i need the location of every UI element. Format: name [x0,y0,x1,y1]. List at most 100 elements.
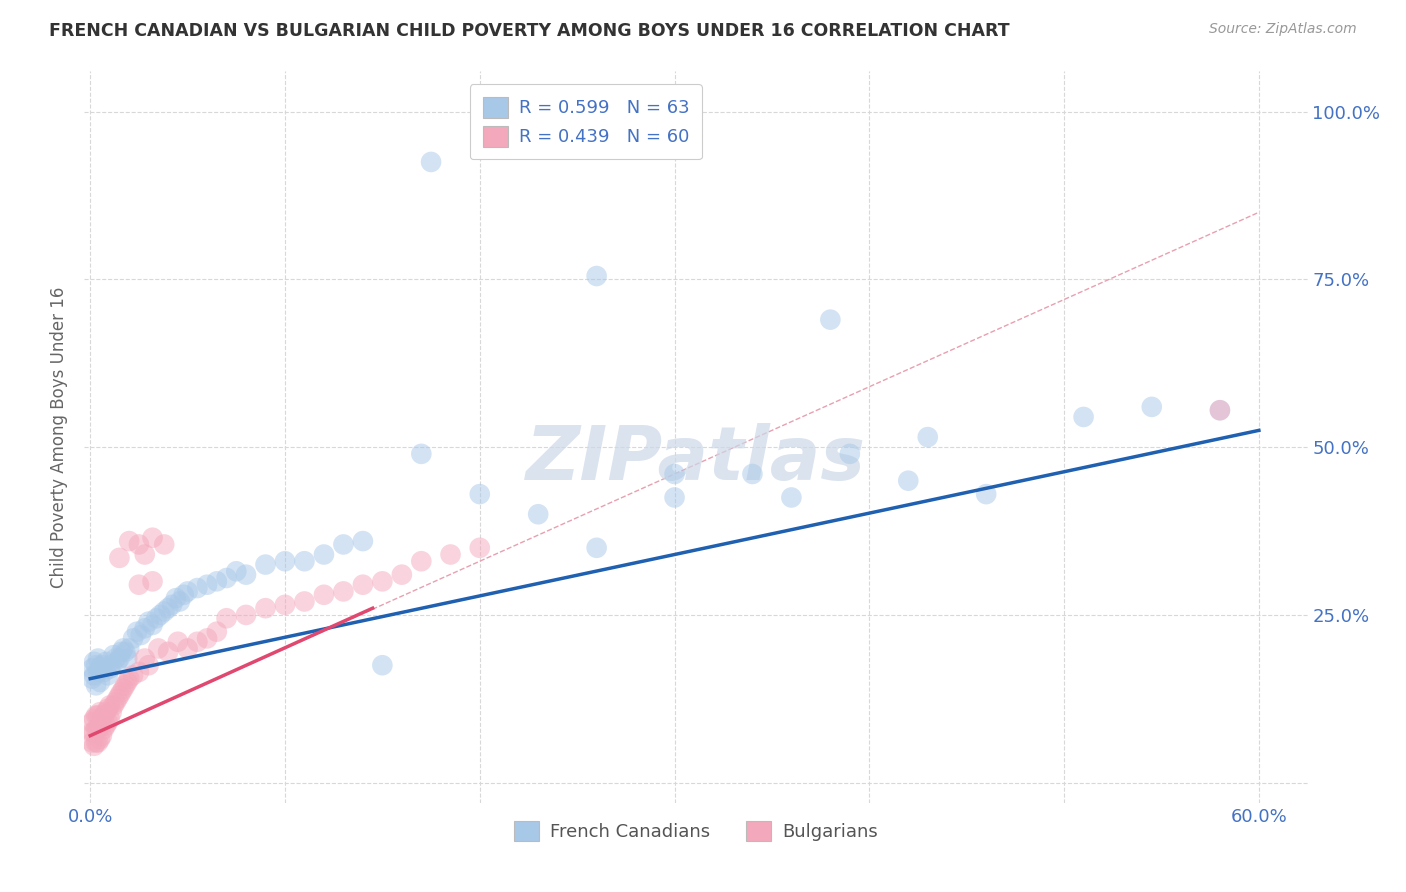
Point [235,567,257,582]
Point [176,641,198,656]
Legend: French Canadians, Bulgarians: French Canadians, Bulgarians [506,814,886,848]
Point [664,467,686,481]
Point [90,712,112,726]
Point [90,658,112,673]
Point [87,665,110,679]
Point [97,702,120,716]
Point [741,467,763,481]
Point [84,735,107,749]
Point [84,708,107,723]
Text: FRENCH CANADIAN VS BULGARIAN CHILD POVERTY AMONG BOYS UNDER 16 CORRELATION CHART: FRENCH CANADIAN VS BULGARIAN CHILD POVER… [49,22,1010,40]
Point [84,722,107,736]
Point [157,645,180,659]
Point [82,715,104,730]
Point [100,658,122,673]
Point [89,662,111,676]
Point [94,655,117,669]
Point [148,641,170,656]
Point [108,651,131,665]
Point [84,658,107,673]
Point [371,658,394,673]
Point [411,554,433,568]
Point [838,447,860,461]
Point [664,491,686,505]
Point [83,655,105,669]
Point [93,665,115,679]
Point [176,584,198,599]
Point [1073,409,1095,424]
Point [89,675,111,690]
Point [215,611,238,625]
Point [89,732,111,747]
Point [97,668,120,682]
Point [352,578,374,592]
Point [94,705,117,719]
Point [205,624,228,639]
Point [527,508,550,522]
Point [186,581,208,595]
Point [134,651,156,665]
Point [128,578,150,592]
Point [129,628,152,642]
Point [104,651,127,665]
Point [128,665,150,679]
Point [83,712,105,726]
Point [166,634,188,648]
Point [83,725,105,739]
Point [165,591,187,606]
Point [141,531,163,545]
Point [235,607,257,622]
Point [1209,403,1232,417]
Point [89,705,111,719]
Point [110,645,132,659]
Point [93,722,115,736]
Point [98,712,121,726]
Point [149,607,172,622]
Point [138,658,160,673]
Point [195,578,218,592]
Point [1209,403,1232,417]
Point [107,691,129,706]
Point [312,588,335,602]
Point [254,601,277,615]
Point [84,678,107,692]
Point [82,662,104,676]
Point [312,548,335,562]
Point [108,689,131,703]
Point [128,537,150,551]
Point [974,487,997,501]
Point [87,651,110,665]
Point [134,621,156,635]
Text: ZIPatlas: ZIPatlas [526,423,866,496]
Point [468,541,491,555]
Point [153,605,176,619]
Point [87,735,110,749]
Point [87,722,110,736]
Point [82,672,104,686]
Point [98,698,121,713]
Point [160,598,183,612]
Point [97,715,120,730]
Y-axis label: Child Poverty Among Boys Under 16: Child Poverty Among Boys Under 16 [51,286,69,588]
Point [115,675,138,690]
Point [98,662,121,676]
Point [114,678,136,692]
Point [917,430,939,444]
Text: Source: ZipAtlas.com: Source: ZipAtlas.com [1209,22,1357,37]
Point [110,685,132,699]
Point [205,574,228,589]
Point [585,541,607,555]
Point [371,574,394,589]
Point [1140,400,1163,414]
Point [254,558,277,572]
Point [83,668,105,682]
Point [83,739,105,753]
Point [820,312,842,326]
Point [420,155,443,169]
Point [274,554,297,568]
Point [141,574,163,589]
Point [87,708,110,723]
Point [82,735,104,749]
Point [169,594,191,608]
Point [585,268,607,283]
